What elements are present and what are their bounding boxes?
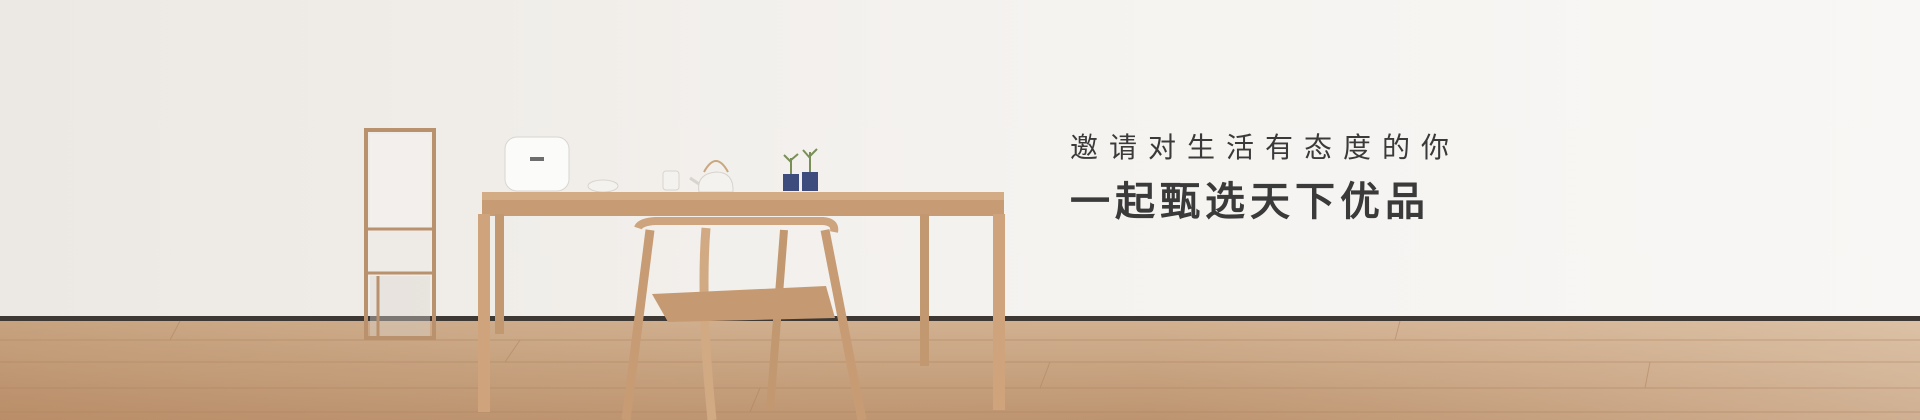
bowl [587,179,619,193]
banner-subtitle: 邀请对生活有态度的你 [1070,131,1461,164]
banner-headline: 一起甄选天下优品 [1070,179,1430,225]
lamp-cabinet [364,128,436,340]
potted-plants [783,148,818,191]
wooden-table [478,192,1005,412]
tagline: 邀请对生活有态度的你 一起甄选天下优品 [1070,128,1460,228]
teapot [689,160,734,193]
baseboard [0,316,1920,321]
rice-cooker [504,136,570,192]
wooden-chair [621,217,867,420]
wall [0,0,1920,318]
cup [662,170,680,191]
